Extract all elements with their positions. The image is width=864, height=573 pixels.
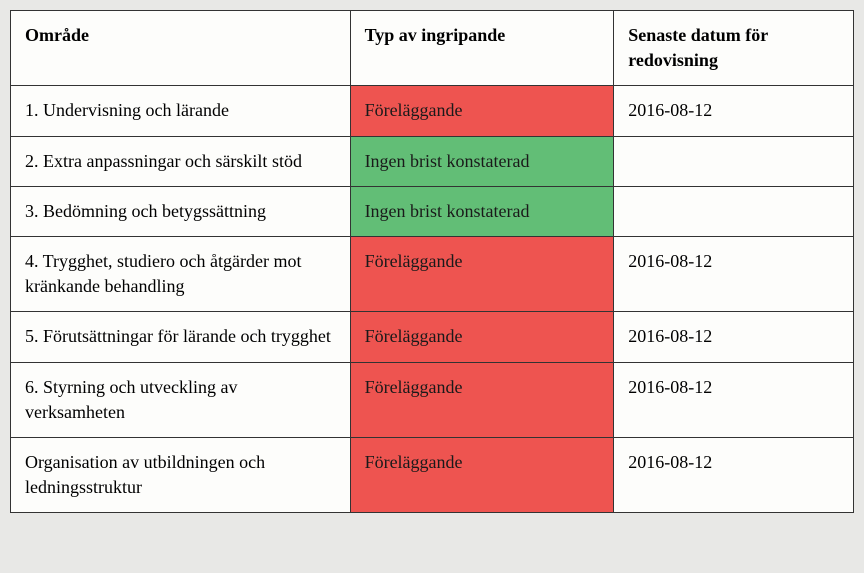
cell-type: Föreläggande bbox=[350, 362, 614, 437]
cell-date: 2016-08-12 bbox=[614, 86, 854, 136]
table-row: 1. Undervisning och lärandeFöreläggande2… bbox=[11, 86, 854, 136]
cell-date bbox=[614, 186, 854, 236]
cell-date: 2016-08-12 bbox=[614, 236, 854, 311]
cell-date bbox=[614, 136, 854, 186]
table-row: 6. Styrning och utveckling av verksamhet… bbox=[11, 362, 854, 437]
cell-type: Föreläggande bbox=[350, 86, 614, 136]
table-row: 2. Extra anpassningar och särskilt stödI… bbox=[11, 136, 854, 186]
cell-area: 2. Extra anpassningar och särskilt stöd bbox=[11, 136, 351, 186]
col-area: Område bbox=[11, 11, 351, 86]
cell-area: 5. Förutsättningar för lärande och trygg… bbox=[11, 312, 351, 362]
table-row: 5. Förutsättningar för lärande och trygg… bbox=[11, 312, 854, 362]
table-row: Organisation av utbildningen och ledning… bbox=[11, 437, 854, 512]
col-type: Typ av ingripande bbox=[350, 11, 614, 86]
inspection-table: Område Typ av ingripande Senaste datum f… bbox=[10, 10, 854, 513]
cell-area: 6. Styrning och utveckling av verksamhet… bbox=[11, 362, 351, 437]
table-row: 4. Trygghet, studiero och åtgärder mot k… bbox=[11, 236, 854, 311]
cell-area: 3. Bedömning och betygssättning bbox=[11, 186, 351, 236]
table-row: 3. Bedömning och betygssättningIngen bri… bbox=[11, 186, 854, 236]
cell-type: Ingen brist konstaterad bbox=[350, 136, 614, 186]
cell-type: Föreläggande bbox=[350, 312, 614, 362]
cell-area: Organisation av utbildningen och ledning… bbox=[11, 437, 351, 512]
cell-date: 2016-08-12 bbox=[614, 437, 854, 512]
cell-type: Ingen brist konstaterad bbox=[350, 186, 614, 236]
cell-area: 1. Undervisning och lärande bbox=[11, 86, 351, 136]
col-date: Senaste datum för redovisning bbox=[614, 11, 854, 86]
cell-date: 2016-08-12 bbox=[614, 362, 854, 437]
cell-type: Föreläggande bbox=[350, 437, 614, 512]
cell-area: 4. Trygghet, studiero och åtgärder mot k… bbox=[11, 236, 351, 311]
cell-type: Föreläggande bbox=[350, 236, 614, 311]
table-body: 1. Undervisning och lärandeFöreläggande2… bbox=[11, 86, 854, 513]
header-row: Område Typ av ingripande Senaste datum f… bbox=[11, 11, 854, 86]
cell-date: 2016-08-12 bbox=[614, 312, 854, 362]
